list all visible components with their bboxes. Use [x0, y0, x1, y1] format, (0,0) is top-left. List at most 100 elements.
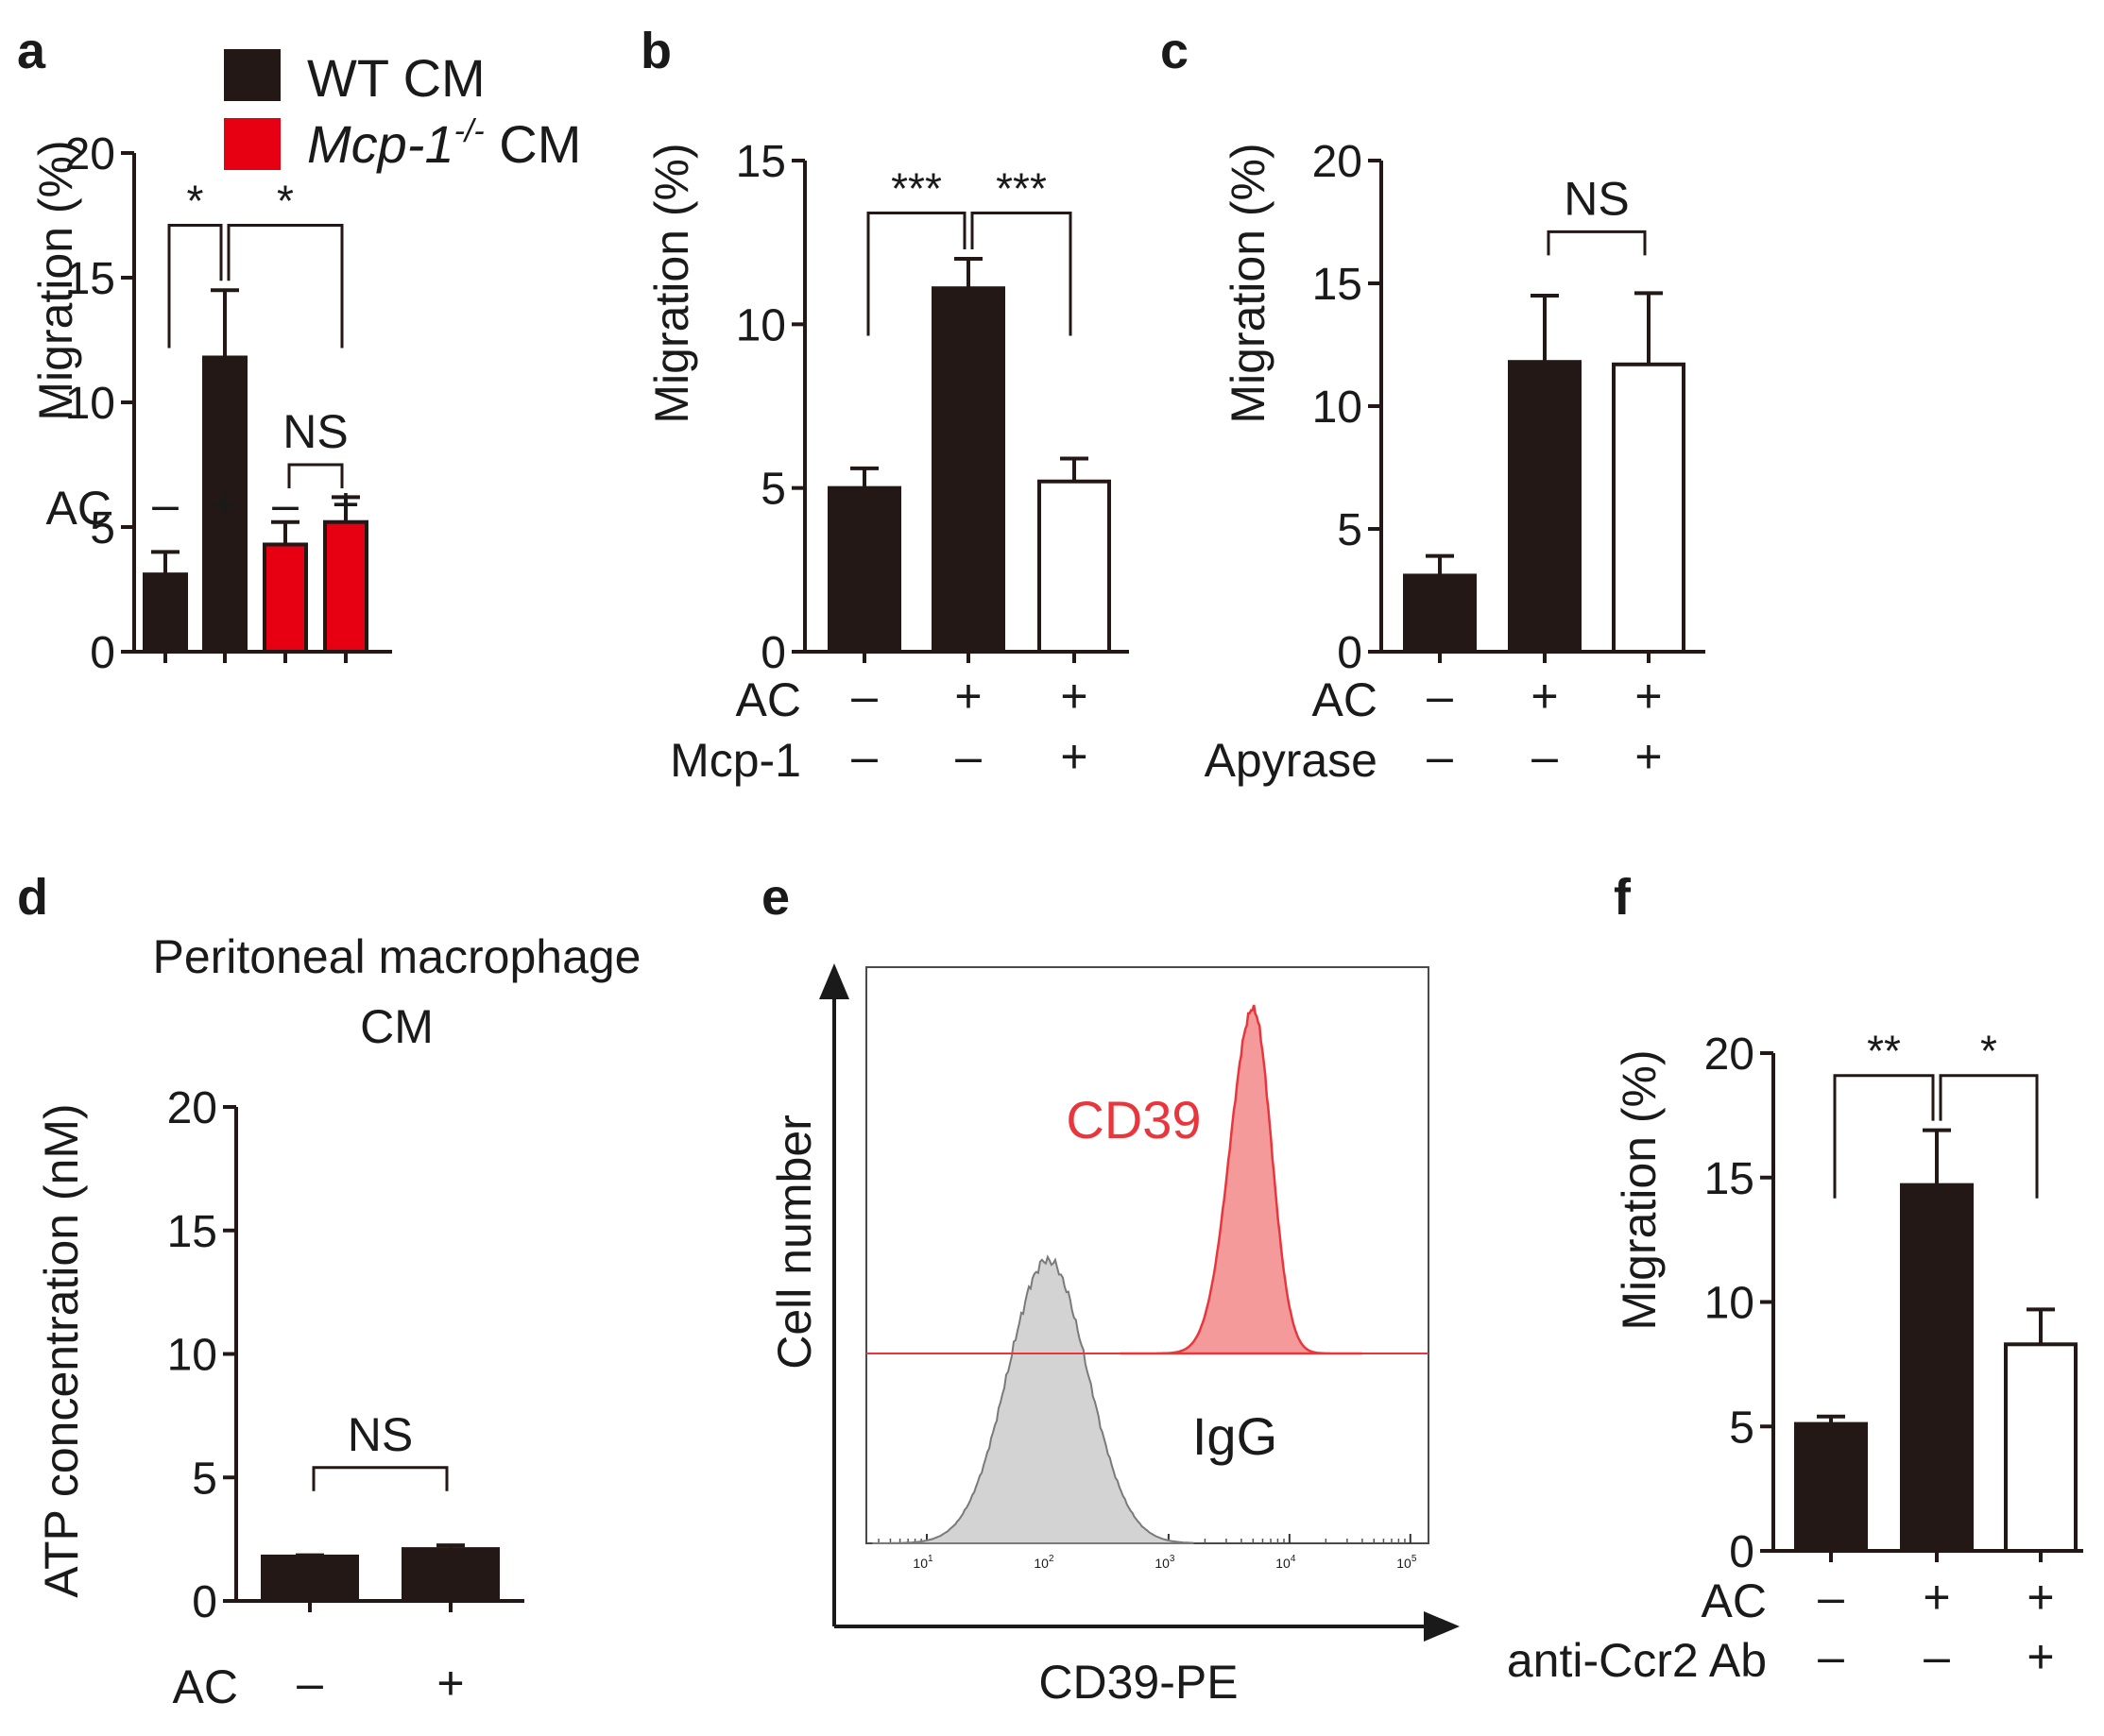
y-tick-label-0: 0 [761, 628, 786, 678]
significance-bracket-0 [1547, 230, 1647, 256]
significance-bracket-2 [287, 463, 344, 488]
condition-sign-0-2: + [1060, 670, 1087, 723]
y-tick-label-3: 15 [65, 254, 115, 304]
histogram-y-arrow-head [819, 963, 849, 999]
condition-label-0: AC [173, 1660, 238, 1713]
bar-0 [1403, 573, 1477, 655]
panel-letter-d: d [17, 869, 48, 926]
significance-bracket-0 [1833, 1074, 1935, 1199]
condition-label-1: Mcp-1 [670, 734, 801, 787]
y-tick-label-0: 0 [1729, 1527, 1754, 1577]
significance-bracket-1 [1939, 1074, 2039, 1199]
y-tick-label-2: 10 [1704, 1279, 1754, 1329]
y-tick-label-3: 15 [736, 137, 786, 187]
condition-sign-0-1: + [954, 670, 982, 723]
condition-sign-1-0: – [1818, 1630, 1844, 1683]
legend-label-mcp1: Mcp-1-/- CM [307, 113, 581, 174]
y-tick-label-2: 10 [65, 379, 115, 429]
x-tick-label-2: 103 [1155, 1554, 1175, 1571]
x-tick-label-3: 104 [1275, 1554, 1296, 1571]
histogram-y-title: Cell number [768, 1115, 821, 1370]
histogram-label-igg: IgG [1192, 1406, 1277, 1466]
condition-sign-0-0: – [152, 478, 179, 531]
bar-1 [202, 355, 248, 654]
condition-sign-1-2: + [2027, 1630, 2054, 1683]
condition-sign-1-1: – [1924, 1630, 1950, 1683]
condition-sign-1-1: – [1531, 730, 1558, 783]
condition-sign-1-0: – [851, 730, 878, 783]
bar-2 [1612, 362, 1685, 654]
significance-label-0: NS [348, 1408, 413, 1461]
y-axis-title-a: Migration (%) [29, 140, 82, 420]
y-tick-label-4: 20 [1704, 1030, 1754, 1080]
significance-bracket-1 [970, 211, 1072, 336]
condition-sign-1-2: + [1060, 730, 1087, 783]
y-tick-label-4: 20 [1312, 137, 1362, 187]
y-tick-label-3: 15 [1704, 1154, 1754, 1204]
y-tick-label-3: 15 [167, 1207, 217, 1257]
legend-swatch-mcp1 [224, 118, 281, 170]
significance-label-0: ** [1867, 1027, 1901, 1076]
panel-letter-c: c [1160, 23, 1189, 79]
condition-label-0: AC [46, 482, 111, 535]
condition-label-0: AC [736, 673, 801, 726]
bar-0 [1794, 1421, 1868, 1553]
y-axis-title-b: Migration (%) [645, 143, 698, 423]
panel-letter-a: a [17, 23, 46, 79]
panel-letter-b: b [641, 23, 672, 79]
condition-label-1: anti-Ccr2 Ab [1507, 1634, 1767, 1687]
condition-sign-1-2: + [1634, 730, 1662, 783]
bar-2 [2004, 1342, 2078, 1554]
y-tick-label-2: 10 [167, 1331, 217, 1381]
condition-sign-0-0: – [297, 1657, 323, 1710]
significance-bracket-1 [227, 224, 344, 349]
bar-3 [323, 519, 368, 654]
bar-2 [263, 542, 308, 654]
condition-sign-0-0: – [1818, 1571, 1844, 1624]
condition-sign-0-1: + [1923, 1571, 1950, 1624]
y-axis-title-d: ATP concentration (nM) [35, 1103, 88, 1597]
y-tick-label-3: 15 [1312, 260, 1362, 310]
condition-sign-0-1: + [1531, 670, 1558, 723]
condition-sign-0-1: + [436, 1657, 464, 1710]
y-tick-label-2: 10 [1312, 383, 1362, 433]
y-tick-label-0: 0 [1337, 628, 1362, 678]
significance-label-1: * [1980, 1027, 1997, 1076]
legend-swatch-wt [224, 49, 281, 101]
significance-bracket-0 [866, 211, 966, 336]
significance-label-1: * [277, 177, 294, 226]
histogram-x-title: CD39-PE [1038, 1656, 1238, 1709]
panel-letter-f: f [1614, 869, 1632, 926]
significance-label-1: *** [996, 163, 1047, 213]
condition-sign-0-0: – [851, 670, 878, 723]
significance-label-0: * [187, 177, 204, 226]
significance-label-2: NS [282, 405, 348, 458]
panel-letter-e: e [761, 869, 790, 926]
condition-sign-1-0: – [1427, 730, 1453, 783]
histogram-label-cd39: CD39 [1066, 1090, 1201, 1149]
y-tick-label-2: 10 [736, 300, 786, 350]
y-tick-label-4: 20 [167, 1083, 217, 1133]
significance-bracket-0 [312, 1466, 449, 1491]
histogram-x-arrow-head [1424, 1611, 1460, 1642]
condition-sign-0-2: + [1634, 670, 1662, 723]
significance-bracket-0 [167, 224, 223, 349]
bar-1 [402, 1547, 500, 1603]
y-tick-label-0: 0 [192, 1577, 217, 1627]
y-tick-label-0: 0 [90, 628, 115, 678]
significance-label-0: *** [891, 163, 942, 213]
y-axis-title-f: Migration (%) [1613, 1049, 1666, 1330]
condition-sign-0-2: + [2027, 1571, 2054, 1624]
y-tick-label-1: 5 [90, 503, 115, 553]
panel-d-bar-chart: Peritoneal macrophage CM ATP concentrati… [35, 930, 641, 1713]
condition-sign-1-1: – [955, 730, 982, 783]
x-tick-label-4: 105 [1396, 1554, 1417, 1571]
bar-1 [1900, 1183, 1974, 1554]
y-tick-label-1: 5 [761, 465, 786, 515]
bar-1 [1508, 360, 1582, 654]
condition-sign-0-2: – [272, 478, 299, 531]
